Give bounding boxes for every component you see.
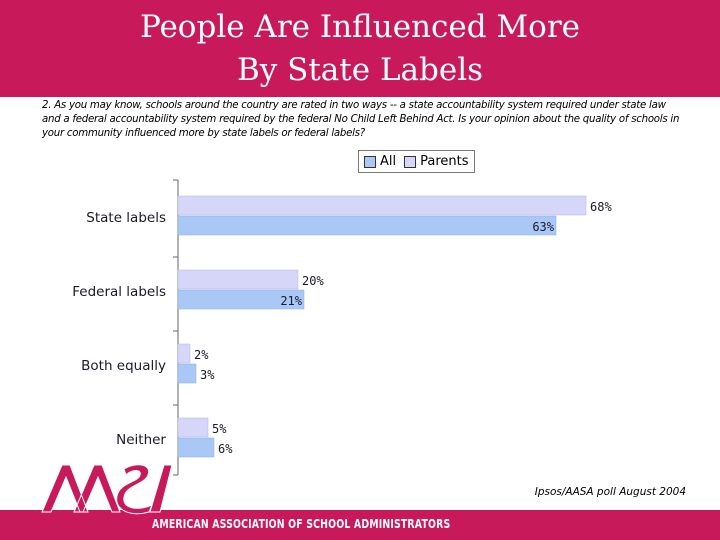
legend-label-parents: Parents: [420, 154, 469, 169]
title-line-2: By State Labels: [236, 52, 484, 88]
bar-all: [177, 363, 197, 384]
data-label: 5%: [212, 422, 227, 436]
bar-parents: [177, 343, 191, 364]
category-label: Both equally: [81, 358, 166, 374]
bar-all: [177, 215, 557, 236]
slide-title: People Are Influenced More By State Labe…: [0, 6, 720, 92]
data-label: 63%: [532, 220, 554, 234]
legend-item-parents: Parents: [404, 154, 469, 169]
logo-shape: [41, 464, 173, 515]
data-label: 6%: [218, 442, 233, 456]
chart-legend: All Parents: [358, 150, 475, 173]
bar-all: [177, 437, 215, 458]
data-label: 3%: [200, 368, 215, 382]
footer-organization-name: AMERICAN ASSOCIATION OF SCHOOL ADMINISTR…: [152, 517, 451, 531]
footer-band: [0, 510, 720, 540]
data-label: 68%: [590, 200, 612, 214]
category-label: State labels: [86, 210, 166, 226]
title-bar: [0, 0, 720, 97]
bar-parents: [177, 195, 587, 216]
data-label: 20%: [302, 274, 324, 288]
legend-label-all: All: [380, 154, 397, 169]
data-label: 2%: [194, 348, 209, 362]
source-note: Ipsos/AASA poll August 2004: [534, 486, 686, 498]
bar-all: [177, 289, 305, 310]
category-label: Neither: [116, 432, 166, 448]
category-label: Federal labels: [72, 284, 166, 300]
aasa-logo: [41, 464, 173, 515]
title-line-1: People Are Influenced More: [140, 9, 580, 45]
bar-parents: [177, 417, 209, 438]
legend-swatch-parents: [404, 155, 417, 168]
legend-swatch-all: [364, 155, 376, 168]
survey-question: 2. As you may know, schools around the c…: [42, 100, 680, 139]
legend-item-all: All: [364, 154, 396, 169]
data-label: 21%: [280, 294, 302, 308]
bar-parents: [177, 269, 299, 290]
